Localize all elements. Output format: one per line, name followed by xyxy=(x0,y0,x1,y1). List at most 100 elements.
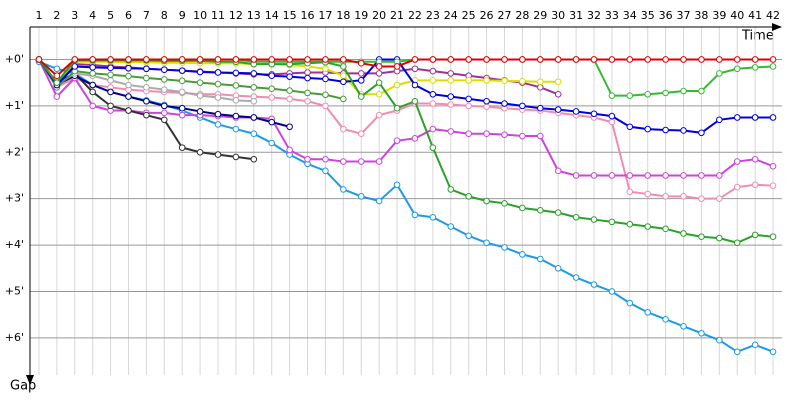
point xyxy=(214,80,222,88)
point xyxy=(429,100,437,107)
point xyxy=(608,218,616,226)
point xyxy=(465,232,472,240)
y-axis-arrow xyxy=(26,375,34,385)
point xyxy=(268,118,276,126)
x-tick-label: 16 xyxy=(301,9,315,22)
x-tick-label: 42 xyxy=(766,9,780,22)
x-tick-label: 9 xyxy=(179,9,186,22)
point xyxy=(160,102,168,110)
point xyxy=(411,97,419,105)
point xyxy=(716,116,723,124)
point xyxy=(160,66,168,73)
x-tick-label: 29 xyxy=(533,9,547,22)
point xyxy=(644,172,652,179)
point xyxy=(716,172,723,179)
point xyxy=(733,183,741,191)
point xyxy=(107,77,114,84)
point xyxy=(143,84,150,91)
point xyxy=(196,56,204,63)
point xyxy=(178,77,186,85)
point xyxy=(536,132,544,140)
point xyxy=(608,118,616,126)
point xyxy=(214,94,222,101)
point xyxy=(250,56,258,63)
point xyxy=(554,209,562,216)
x-tick-label: 13 xyxy=(247,9,261,22)
point xyxy=(125,93,132,100)
point xyxy=(357,193,365,200)
point xyxy=(733,114,741,121)
x-tick-label: 41 xyxy=(748,9,762,22)
point xyxy=(769,63,777,70)
point xyxy=(716,195,723,202)
point xyxy=(769,56,777,63)
point xyxy=(178,144,186,151)
point xyxy=(590,56,598,63)
point xyxy=(340,186,347,193)
point xyxy=(519,77,526,85)
x-tick-label: 26 xyxy=(480,9,494,22)
point xyxy=(501,131,508,138)
point xyxy=(250,70,258,77)
point xyxy=(751,114,759,121)
point xyxy=(286,146,293,154)
x-tick-label: 28 xyxy=(515,9,529,22)
point xyxy=(698,233,705,241)
point xyxy=(304,89,311,97)
point xyxy=(429,213,437,221)
x-tick-label: 12 xyxy=(229,9,243,22)
point xyxy=(411,81,419,89)
point xyxy=(357,158,365,165)
point xyxy=(143,97,150,105)
x-tick-label: 36 xyxy=(659,9,673,22)
point xyxy=(178,88,186,96)
point xyxy=(590,110,598,118)
point xyxy=(71,56,79,63)
point xyxy=(178,111,186,119)
point xyxy=(751,64,759,71)
point xyxy=(160,86,168,93)
point xyxy=(536,84,544,91)
point xyxy=(268,56,276,63)
point xyxy=(160,116,168,124)
point xyxy=(572,108,580,115)
y-tick-label: +2' xyxy=(5,145,24,158)
point xyxy=(375,90,383,98)
point xyxy=(232,97,240,104)
point xyxy=(286,95,293,103)
point xyxy=(160,109,168,117)
y-tick-label: +6' xyxy=(5,331,24,344)
point xyxy=(411,135,419,142)
point xyxy=(71,63,79,70)
point xyxy=(751,231,759,239)
point xyxy=(626,172,634,179)
point xyxy=(483,239,490,247)
point xyxy=(178,67,186,74)
point xyxy=(751,341,759,349)
y-tick-label: +0' xyxy=(5,52,24,65)
point xyxy=(519,132,526,140)
point xyxy=(268,72,276,80)
x-tick-label: 5 xyxy=(107,9,114,22)
point xyxy=(232,82,240,89)
point xyxy=(340,158,347,165)
point xyxy=(89,88,96,96)
point xyxy=(769,182,777,189)
x-tick-label: 30 xyxy=(551,9,565,22)
point xyxy=(519,251,526,258)
point xyxy=(716,336,723,344)
point xyxy=(286,87,293,94)
point xyxy=(125,107,132,114)
point xyxy=(501,244,508,251)
point xyxy=(411,211,419,219)
point xyxy=(626,92,634,99)
point xyxy=(501,100,508,107)
point xyxy=(626,56,634,63)
x-tick-label: 38 xyxy=(694,9,708,22)
point xyxy=(519,102,526,110)
point xyxy=(340,125,347,133)
x-tick-label: 10 xyxy=(193,9,207,22)
point xyxy=(214,110,222,118)
point xyxy=(698,195,705,202)
x-tick-label: 25 xyxy=(462,9,476,22)
